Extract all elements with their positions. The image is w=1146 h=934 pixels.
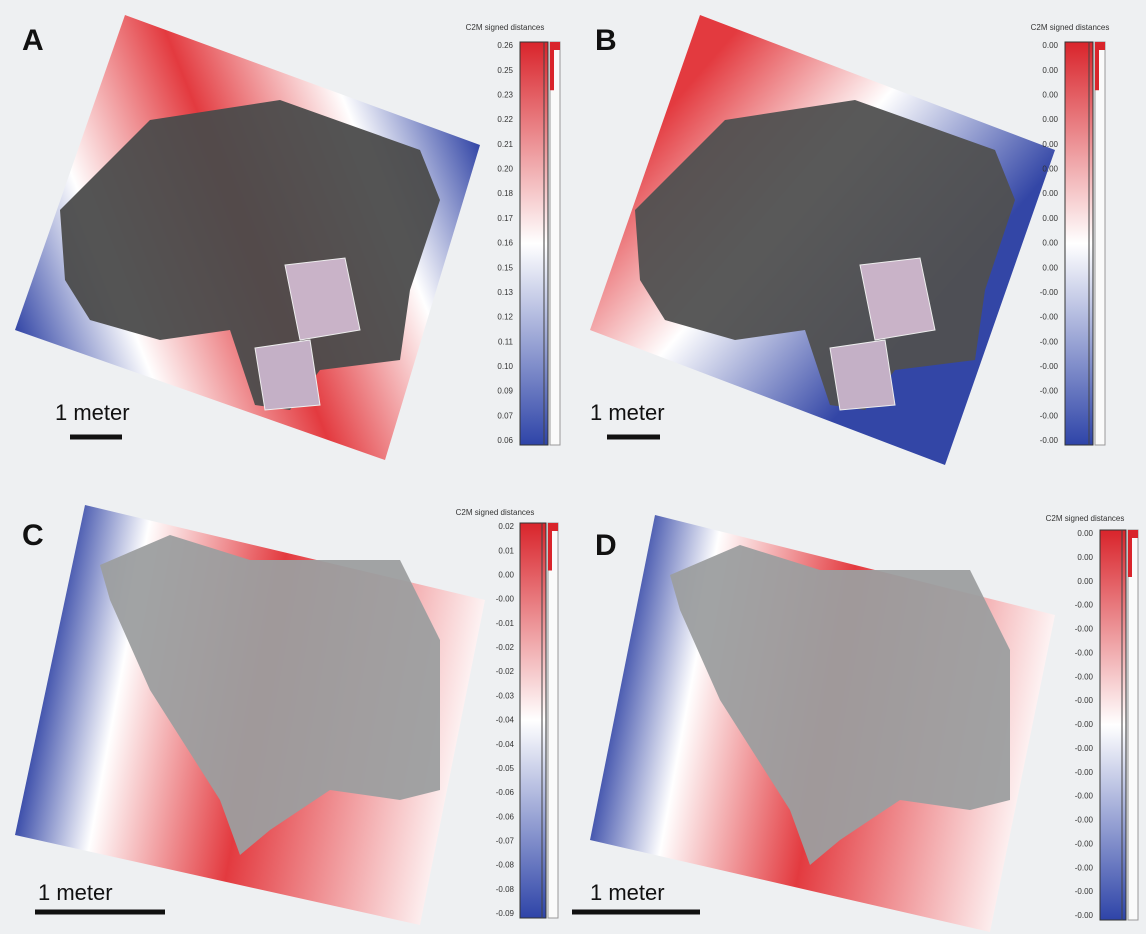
panel-letter: D <box>595 529 617 562</box>
colorbar-tick-label: 0.12 <box>497 313 513 322</box>
colorbar-tick-label: -0.00 <box>1075 625 1094 634</box>
colorbar-tick-label: 0.00 <box>1042 214 1058 223</box>
colorbar-tick-label: 0.20 <box>497 165 513 174</box>
figure: A 1 meter C2M signed distances 0.26 0.25 0.23… <box>0 0 1146 934</box>
colorbar-tick-label: -0.01 <box>496 619 515 628</box>
colorbar-tick-label: -0.00 <box>1075 887 1094 896</box>
colorbar-tick-label: 0.00 <box>1042 140 1058 149</box>
histogram-strip <box>550 42 560 445</box>
colorbar-tick-label: -0.00 <box>1075 648 1094 657</box>
scale-label: 1 meter <box>590 400 665 425</box>
colorbar-tick-label: -0.00 <box>1040 288 1059 297</box>
colorbar-tick-label: -0.00 <box>1075 768 1094 777</box>
colorbar-tick-label: 0.07 <box>497 411 513 420</box>
histogram-strip <box>1095 42 1105 445</box>
colorbar-tick-label: 0.00 <box>1042 239 1058 248</box>
colorbar-tick-label: 0.00 <box>1042 115 1058 124</box>
colorbar-tick-label: -0.00 <box>1075 696 1094 705</box>
colorbar-tick-label: 0.00 <box>498 570 514 579</box>
colorbar-title: C2M signed distances <box>456 508 535 517</box>
colorbar-tick-label: 0.21 <box>497 140 513 149</box>
colorbar-tick-label: -0.00 <box>1075 863 1094 872</box>
colorbar-tick-label: 0.00 <box>1077 553 1093 562</box>
colorbar-tick-label: 0.17 <box>497 214 513 223</box>
colorbar-tick-label: 0.23 <box>497 90 513 99</box>
panel-letter: B <box>595 24 617 57</box>
colorbar-tick-label: -0.04 <box>496 716 515 725</box>
colorbar-tick-label: 0.10 <box>497 362 513 371</box>
colorbar-tick-label: -0.00 <box>1075 672 1094 681</box>
colorbar-title: C2M signed distances <box>1031 23 1110 32</box>
colorbar-tick-label: -0.00 <box>1040 313 1059 322</box>
colorbar-tick-label: 0.13 <box>497 288 513 297</box>
colorbar-tick-label: 0.00 <box>1077 529 1093 538</box>
colorbar-title: C2M signed distances <box>466 23 545 32</box>
colorbar-tick-label: 0.16 <box>497 239 513 248</box>
colorbar-tick-label: 0.00 <box>1042 41 1058 50</box>
histogram-strip <box>548 523 558 918</box>
colorbar-tick-label: -0.00 <box>1075 601 1094 610</box>
colorbar-tick-label: -0.00 <box>1040 362 1059 371</box>
colorbar-tick-label: -0.00 <box>1040 411 1059 420</box>
scale-label: 1 meter <box>38 880 113 905</box>
colorbar-tick-label: -0.00 <box>496 595 515 604</box>
colorbar-tick-label: 0.18 <box>497 189 513 198</box>
colorbar-tick-label: -0.00 <box>1075 839 1094 848</box>
colorbar-tick-label: -0.00 <box>1075 911 1094 920</box>
colorbar-tick-label: 0.01 <box>498 546 514 555</box>
colorbar-tick-label: 0.22 <box>497 115 513 124</box>
colorbar-tick-label: -0.08 <box>496 861 515 870</box>
colorbar-tick-label: -0.05 <box>496 764 515 773</box>
colorbar-tick-label: 0.25 <box>497 66 513 75</box>
colorbar-tick-label: -0.02 <box>496 667 515 676</box>
colorbar-tick-label: -0.09 <box>496 909 515 918</box>
colorbar-tick-label: -0.08 <box>496 885 515 894</box>
colorbar-tick-label: -0.06 <box>496 788 515 797</box>
colorbar-tick-label: -0.04 <box>496 740 515 749</box>
colorbar-tick-label: 0.15 <box>497 263 513 272</box>
colorbar-tick-label: -0.00 <box>1040 337 1059 346</box>
colorbar-tick-label: 0.00 <box>1042 66 1058 75</box>
scale-label: 1 meter <box>590 880 665 905</box>
target-plate <box>255 340 320 410</box>
colorbar-tick-label: 0.09 <box>497 387 513 396</box>
colorbar-tick-label: -0.07 <box>496 837 515 846</box>
histogram-strip <box>1128 530 1138 920</box>
colorbar-tick-label: 0.00 <box>1077 577 1093 586</box>
colorbar-tick-label: -0.02 <box>496 643 515 652</box>
colorbar-tick-label: 0.02 <box>498 522 514 531</box>
scale-label: 1 meter <box>55 400 130 425</box>
colorbar-tick-label: -0.00 <box>1075 816 1094 825</box>
colorbar-tick-label: -0.03 <box>496 691 515 700</box>
colorbar-tick-label: -0.00 <box>1075 744 1094 753</box>
colorbar-tick-label: -0.06 <box>496 812 515 821</box>
colorbar-tick-label: 0.26 <box>497 41 513 50</box>
colorbar-tick-label: 0.06 <box>497 436 513 445</box>
colorbar-tick-label: 0.00 <box>1042 165 1058 174</box>
target-plate <box>830 340 895 410</box>
colorbar-title: C2M signed distances <box>1046 514 1125 523</box>
colorbar-tick-label: 0.00 <box>1042 90 1058 99</box>
colorbar-tick-label: -0.00 <box>1040 436 1059 445</box>
colorbar-tick-label: -0.00 <box>1075 792 1094 801</box>
panel-letter: A <box>22 24 44 57</box>
colorbar-tick-label: 0.11 <box>498 337 514 346</box>
colorbar-tick-label: 0.00 <box>1042 189 1058 198</box>
colorbar-tick-label: -0.00 <box>1075 720 1094 729</box>
colorbar-tick-label: -0.00 <box>1040 387 1059 396</box>
panel-letter: C <box>22 519 44 552</box>
colorbar-tick-label: 0.00 <box>1042 263 1058 272</box>
